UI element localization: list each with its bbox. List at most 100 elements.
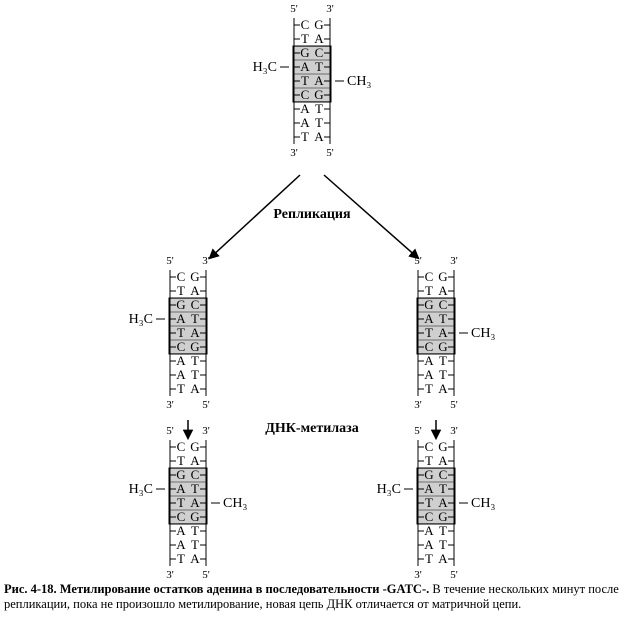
svg-text:T: T [301,31,309,46]
dna-duplex-midL: 5'3'CGTAGCATTACGATATTA3'5'H₃C [129,255,210,411]
svg-text:H₃C: H₃C [253,60,277,75]
svg-text:T: T [425,495,433,510]
svg-text:C: C [177,339,186,354]
figure-caption: Рис. 4-18. Метилирование остатков аденин… [4,582,621,613]
svg-text:A: A [424,481,434,496]
svg-text:T: T [439,367,447,382]
svg-text:A: A [176,367,186,382]
svg-text:T: T [439,537,447,552]
svg-text:T: T [315,59,323,74]
svg-text:A: A [190,495,200,510]
svg-text:T: T [191,537,199,552]
label-methylase: ДНК-метилаза [265,421,359,436]
svg-text:A: A [190,325,200,340]
svg-text:C: C [301,87,310,102]
dna-duplex-top: 5'3'CGTAGCATTACGATATTA3'5'H₃CCH₃ [253,3,372,159]
svg-text:G: G [438,509,447,524]
svg-text:A: A [190,381,200,396]
svg-text:C: C [425,439,434,454]
svg-text:T: T [191,523,199,538]
svg-text:A: A [438,551,448,566]
svg-text:T: T [191,481,199,496]
svg-text:C: C [439,297,448,312]
dna-duplex-botL: 5'3'CGTAGCATTACGATATTA3'5'H₃CCH₃ [129,425,248,581]
svg-text:CH₃: CH₃ [471,496,495,511]
svg-text:C: C [191,297,200,312]
svg-text:3': 3' [326,3,334,15]
svg-text:A: A [424,311,434,326]
svg-text:A: A [438,381,448,396]
svg-text:G: G [438,439,447,454]
svg-text:H₃C: H₃C [129,312,153,327]
svg-text:C: C [425,509,434,524]
svg-text:A: A [190,551,200,566]
svg-text:3': 3' [166,399,174,411]
label-replication: Репликация [273,207,351,222]
svg-text:A: A [190,283,200,298]
svg-text:A: A [438,495,448,510]
svg-text:3': 3' [414,399,422,411]
svg-text:C: C [301,17,310,32]
svg-text:G: G [176,467,185,482]
svg-text:T: T [177,453,185,468]
dna-duplex-botR: 5'3'CGTAGCATTACGATATTA3'5'H₃CCH₃ [377,425,496,581]
svg-text:C: C [425,269,434,284]
svg-text:3': 3' [414,569,422,581]
svg-text:T: T [191,353,199,368]
svg-text:5': 5' [166,425,174,437]
svg-text:G: G [314,87,323,102]
svg-text:T: T [191,311,199,326]
svg-text:3': 3' [290,147,298,159]
svg-text:3': 3' [202,425,210,437]
svg-text:T: T [439,353,447,368]
svg-text:A: A [424,537,434,552]
svg-text:5': 5' [202,569,210,581]
svg-text:T: T [425,325,433,340]
svg-text:A: A [314,73,324,88]
svg-text:G: G [300,45,309,60]
svg-text:3': 3' [450,425,458,437]
dna-duplex-midR: 5'3'CGTAGCATTACGATATTA3'5'CH₃ [414,255,495,411]
svg-text:5': 5' [414,425,422,437]
svg-text:T: T [301,73,309,88]
svg-text:G: G [438,269,447,284]
svg-text:H₃C: H₃C [377,482,401,497]
svg-text:T: T [177,381,185,396]
dna-methylation-diagram: 5'3'CGTAGCATTACGATATTA3'5'H₃CCH₃5'3'CGTA… [0,0,629,619]
svg-text:A: A [300,59,310,74]
svg-text:A: A [300,101,310,116]
svg-text:T: T [439,523,447,538]
svg-text:A: A [424,367,434,382]
svg-text:A: A [176,481,186,496]
svg-text:3': 3' [166,569,174,581]
svg-text:CH₃: CH₃ [347,74,371,89]
svg-text:T: T [315,115,323,130]
caption-fig: Рис. 4-18. Метилирование остатков аденин… [4,582,429,596]
svg-text:A: A [424,523,434,538]
svg-text:G: G [424,297,433,312]
svg-text:G: G [314,17,323,32]
svg-text:A: A [438,453,448,468]
svg-text:A: A [314,129,324,144]
svg-text:A: A [314,31,324,46]
svg-text:C: C [177,439,186,454]
svg-text:5': 5' [450,569,458,581]
svg-text:5': 5' [202,399,210,411]
svg-text:G: G [190,339,199,354]
svg-text:A: A [176,353,186,368]
svg-text:A: A [300,115,310,130]
svg-text:3': 3' [450,255,458,267]
svg-text:A: A [176,523,186,538]
svg-text:A: A [424,353,434,368]
svg-text:T: T [439,481,447,496]
svg-text:C: C [177,509,186,524]
svg-text:T: T [301,129,309,144]
svg-text:G: G [424,467,433,482]
svg-text:T: T [177,495,185,510]
svg-text:5': 5' [414,255,422,267]
svg-text:T: T [439,311,447,326]
svg-text:G: G [438,339,447,354]
svg-text:T: T [177,325,185,340]
svg-text:C: C [315,45,324,60]
svg-text:CH₃: CH₃ [223,496,247,511]
